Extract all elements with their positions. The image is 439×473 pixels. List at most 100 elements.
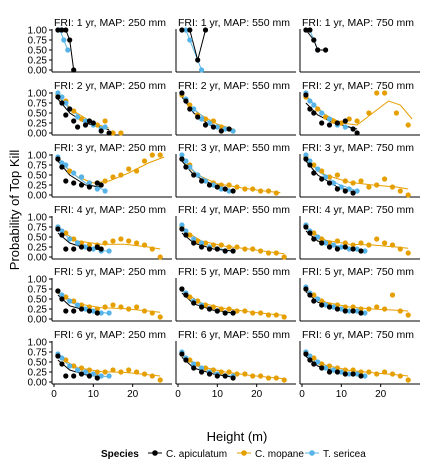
panel-title: FRI: 3 yr, MAP: 250 mm (54, 142, 166, 154)
data-point (405, 122, 411, 128)
data-point (94, 369, 100, 375)
data-point (55, 156, 61, 162)
data-point (226, 306, 232, 312)
y-tick-label: 0.00 (28, 378, 48, 389)
panel-title: FRI: 1 yr, MAP: 750 mm (302, 17, 414, 29)
data-point (67, 168, 73, 174)
data-point (346, 246, 352, 252)
data-point (358, 369, 364, 375)
data-point (63, 230, 69, 236)
data-point (183, 164, 189, 170)
data-point (307, 353, 313, 359)
data-point (214, 246, 220, 252)
data-point (342, 308, 348, 314)
data-point (307, 27, 313, 33)
data-point (202, 122, 209, 128)
data-point (59, 100, 65, 106)
data-point (382, 369, 388, 375)
fit-line (57, 156, 165, 184)
data-point (94, 244, 100, 250)
data-point (134, 369, 140, 375)
data-point (210, 367, 216, 373)
data-point (326, 363, 333, 369)
data-point (71, 308, 77, 314)
data-point (303, 156, 309, 162)
data-point (63, 357, 69, 363)
data-point (234, 184, 240, 190)
data-point (222, 248, 228, 254)
data-point (234, 308, 240, 314)
y-tick-label: 0.75 (28, 99, 48, 110)
data-point (134, 304, 140, 310)
data-point (187, 102, 193, 108)
data-point (258, 188, 264, 194)
data-point (86, 308, 92, 314)
data-point (141, 158, 148, 164)
data-point (342, 304, 348, 310)
data-point (242, 186, 248, 192)
data-point (218, 306, 224, 312)
y-tick-label: 0.25 (28, 119, 48, 130)
data-point (134, 168, 140, 174)
data-point (94, 375, 100, 381)
data-point (258, 248, 264, 254)
data-point (273, 312, 279, 318)
data-point (126, 367, 132, 373)
data-point (230, 188, 236, 194)
data-point (59, 232, 65, 238)
data-point (342, 240, 348, 246)
data-point (187, 106, 193, 112)
x-tick-label: 20 (375, 389, 387, 400)
data-point (59, 296, 65, 302)
data-point (86, 184, 92, 190)
data-point (71, 373, 77, 379)
data-point (206, 246, 213, 252)
fit-line (305, 96, 413, 126)
data-point (86, 242, 92, 248)
data-point (354, 118, 360, 124)
data-point (338, 120, 344, 126)
data-point (98, 128, 104, 134)
data-point (330, 118, 337, 124)
y-tick-label: 0.25 (28, 368, 48, 379)
x-tick-label: 20 (251, 389, 263, 400)
y-tick-label: 0.25 (28, 181, 48, 192)
data-point (106, 310, 112, 316)
data-point (330, 367, 337, 373)
data-point (319, 176, 325, 182)
data-point (195, 172, 201, 178)
data-point (330, 242, 337, 248)
data-point (75, 240, 81, 246)
y-axis-title: Probability of Top Kill (7, 150, 22, 271)
data-point (86, 118, 92, 124)
data-point (202, 302, 209, 308)
data-point (334, 246, 340, 252)
data-point (334, 302, 340, 308)
data-point (90, 246, 96, 252)
data-point (214, 124, 220, 130)
data-point (106, 130, 112, 136)
data-point (350, 190, 356, 196)
data-point (362, 373, 368, 379)
panel: FRI: 5 yr, MAP: 250 mm 0.000.250.500.751.… (28, 266, 172, 326)
y-tick-label: 0.25 (28, 305, 48, 316)
data-point (67, 298, 73, 304)
data-point (342, 244, 348, 250)
legend: Species C. apiculatum C. mopane T. sericea (101, 449, 366, 460)
data-point (319, 298, 325, 304)
data-point (323, 47, 329, 53)
data-point (334, 186, 340, 192)
data-point (59, 355, 65, 361)
data-point (226, 369, 232, 375)
data-point (389, 184, 396, 190)
data-point (311, 102, 317, 108)
data-point (82, 122, 89, 128)
data-point (242, 371, 248, 377)
data-point (326, 180, 333, 186)
data-point (206, 182, 213, 188)
data-point (82, 118, 89, 124)
data-point (311, 37, 317, 43)
data-point (307, 106, 313, 112)
data-point (102, 118, 108, 124)
